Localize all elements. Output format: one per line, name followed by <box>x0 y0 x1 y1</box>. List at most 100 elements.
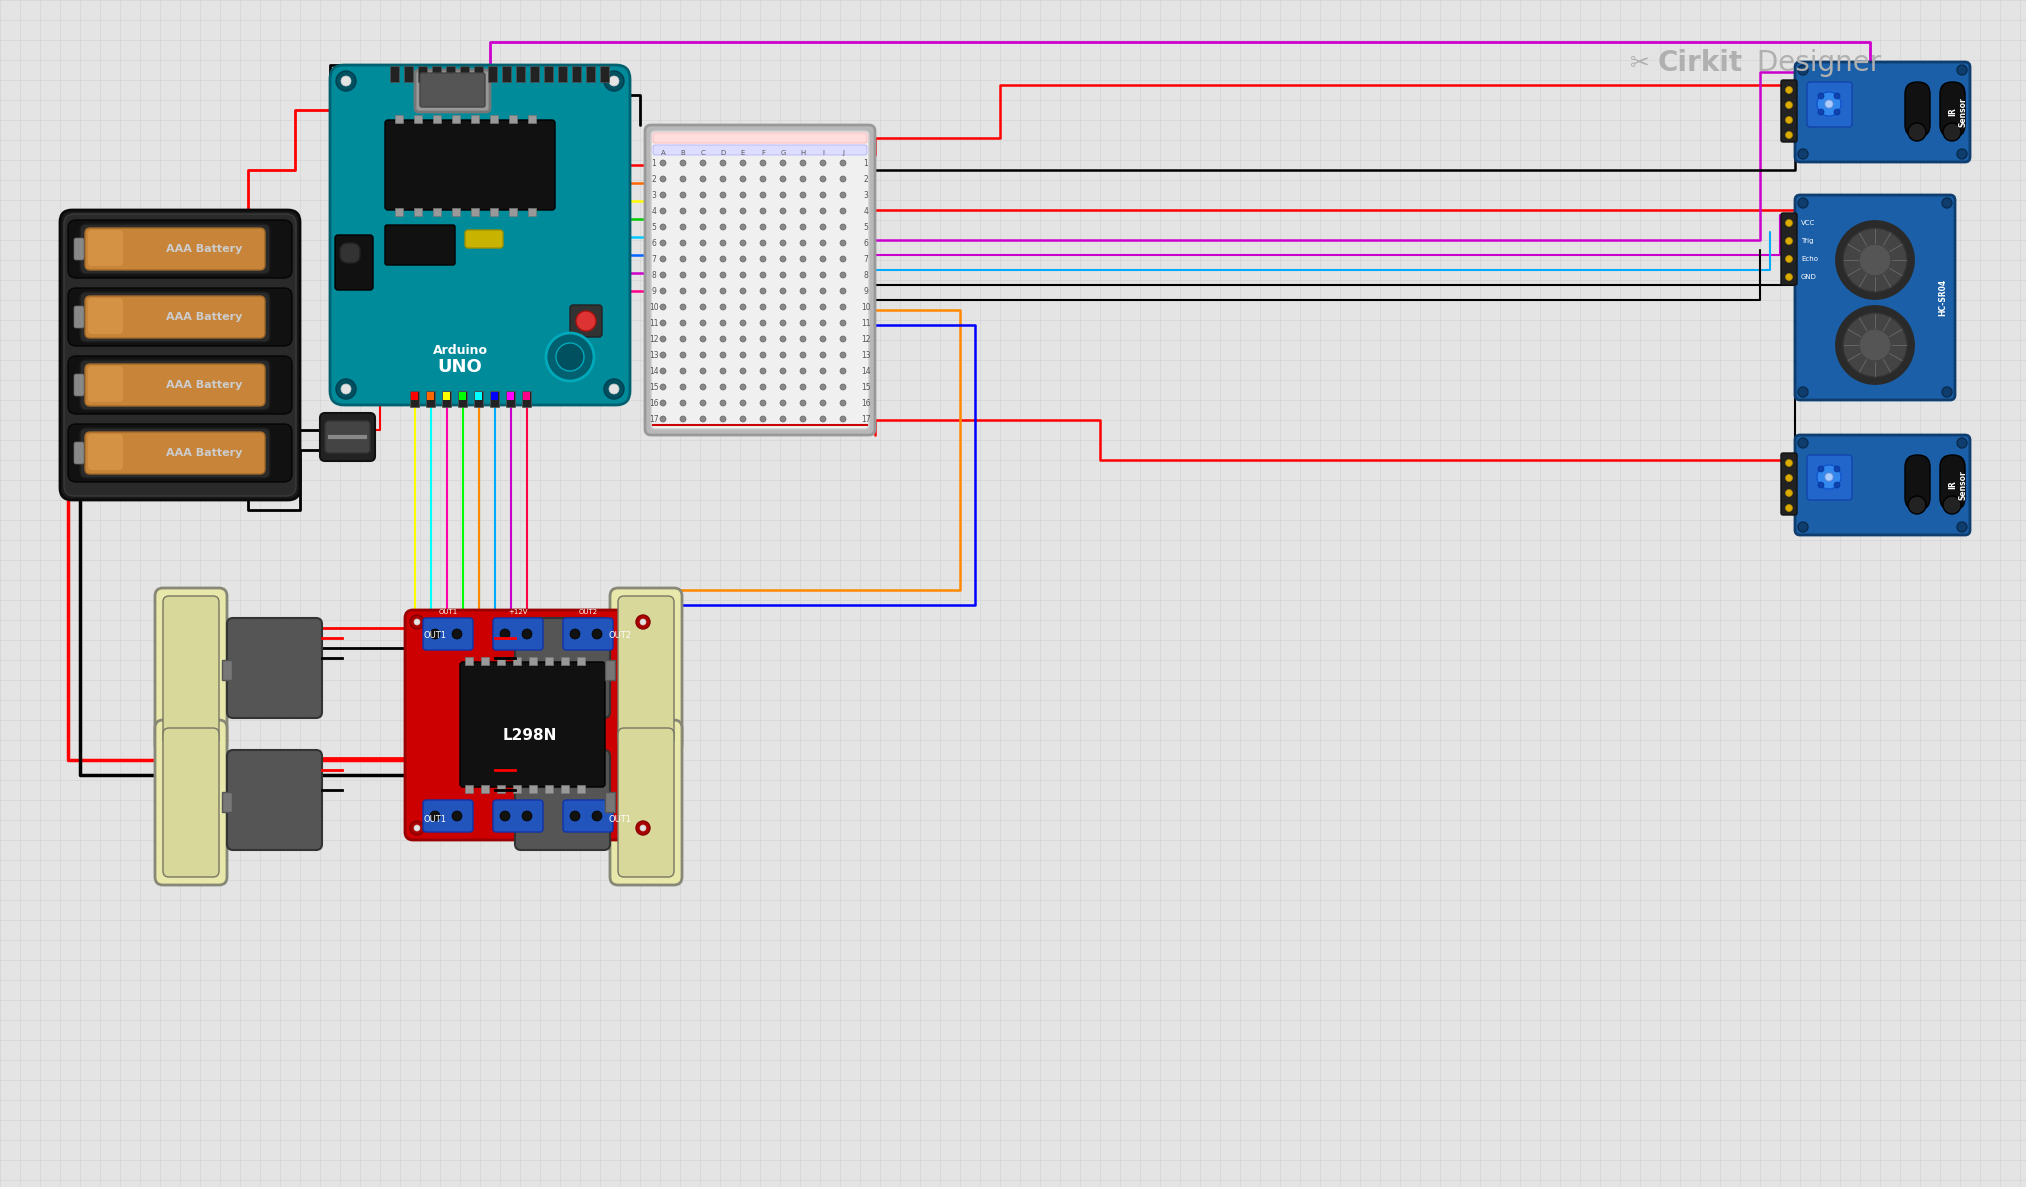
Circle shape <box>1834 303 1917 387</box>
Circle shape <box>800 272 806 278</box>
Circle shape <box>701 385 705 391</box>
Circle shape <box>1825 100 1834 108</box>
Bar <box>571 66 581 82</box>
FancyBboxPatch shape <box>75 306 83 328</box>
Circle shape <box>760 320 766 326</box>
Circle shape <box>1957 438 1967 447</box>
Circle shape <box>841 176 847 182</box>
Bar <box>413 115 421 123</box>
Circle shape <box>336 379 357 399</box>
Text: AAA Battery: AAA Battery <box>166 380 243 391</box>
Circle shape <box>719 353 725 358</box>
Circle shape <box>780 192 786 198</box>
FancyBboxPatch shape <box>87 230 124 266</box>
FancyBboxPatch shape <box>1941 82 1965 137</box>
FancyBboxPatch shape <box>87 434 124 470</box>
Bar <box>545 66 553 82</box>
Text: ✂: ✂ <box>1631 51 1649 75</box>
Circle shape <box>719 400 725 406</box>
Bar <box>480 656 488 665</box>
Text: 16: 16 <box>648 399 658 407</box>
Text: C: C <box>701 150 705 155</box>
Bar <box>545 656 553 665</box>
FancyBboxPatch shape <box>85 364 265 406</box>
Circle shape <box>821 224 827 230</box>
Bar <box>577 785 586 793</box>
FancyBboxPatch shape <box>415 70 490 112</box>
Circle shape <box>701 304 705 310</box>
Circle shape <box>739 415 746 423</box>
Circle shape <box>701 224 705 230</box>
Bar <box>502 66 511 82</box>
Circle shape <box>719 320 725 326</box>
Circle shape <box>592 629 602 639</box>
Circle shape <box>452 629 462 639</box>
FancyBboxPatch shape <box>644 125 875 434</box>
Circle shape <box>681 288 687 294</box>
Text: 2: 2 <box>863 174 869 184</box>
Circle shape <box>701 415 705 423</box>
Circle shape <box>1797 65 1807 75</box>
Circle shape <box>800 304 806 310</box>
Circle shape <box>681 256 687 262</box>
Circle shape <box>841 208 847 214</box>
Circle shape <box>681 320 687 326</box>
Circle shape <box>760 336 766 342</box>
Bar <box>460 66 468 82</box>
Circle shape <box>660 368 667 374</box>
Circle shape <box>841 288 847 294</box>
Bar <box>425 391 436 407</box>
Bar <box>606 660 616 680</box>
Circle shape <box>660 304 667 310</box>
Circle shape <box>569 811 579 821</box>
Circle shape <box>739 208 746 214</box>
Circle shape <box>719 304 725 310</box>
Text: 7: 7 <box>863 254 869 264</box>
Circle shape <box>739 272 746 278</box>
Circle shape <box>739 160 746 166</box>
Circle shape <box>1844 313 1906 377</box>
Bar <box>474 66 482 82</box>
Circle shape <box>660 192 667 198</box>
Circle shape <box>1797 150 1807 159</box>
Circle shape <box>739 176 746 182</box>
Bar <box>506 391 515 407</box>
Circle shape <box>800 320 806 326</box>
Bar <box>561 656 569 665</box>
Circle shape <box>681 272 687 278</box>
Circle shape <box>660 224 667 230</box>
Circle shape <box>780 336 786 342</box>
Text: Trig: Trig <box>1801 239 1813 245</box>
Bar <box>600 66 610 82</box>
Text: 11: 11 <box>648 318 658 328</box>
Bar <box>395 208 403 216</box>
Circle shape <box>701 192 705 198</box>
Circle shape <box>780 304 786 310</box>
FancyBboxPatch shape <box>87 366 124 402</box>
Text: L298N: L298N <box>502 728 557 743</box>
FancyBboxPatch shape <box>85 228 265 269</box>
FancyBboxPatch shape <box>652 133 867 142</box>
Circle shape <box>719 160 725 166</box>
Circle shape <box>1785 132 1793 139</box>
Bar <box>606 792 616 812</box>
FancyBboxPatch shape <box>79 224 269 274</box>
Circle shape <box>660 160 667 166</box>
Circle shape <box>701 272 705 278</box>
FancyBboxPatch shape <box>618 728 675 877</box>
Circle shape <box>1817 93 1842 116</box>
Text: IR
Sensor: IR Sensor <box>1949 470 1967 500</box>
Circle shape <box>760 400 766 406</box>
Circle shape <box>800 368 806 374</box>
Text: OUT2: OUT2 <box>579 609 598 615</box>
Circle shape <box>821 304 827 310</box>
Bar <box>531 66 539 82</box>
Circle shape <box>739 336 746 342</box>
Circle shape <box>1785 475 1793 482</box>
Circle shape <box>681 160 687 166</box>
Text: 10: 10 <box>861 303 871 311</box>
Circle shape <box>1957 65 1967 75</box>
Circle shape <box>681 353 687 358</box>
Circle shape <box>523 811 533 821</box>
Circle shape <box>760 160 766 166</box>
